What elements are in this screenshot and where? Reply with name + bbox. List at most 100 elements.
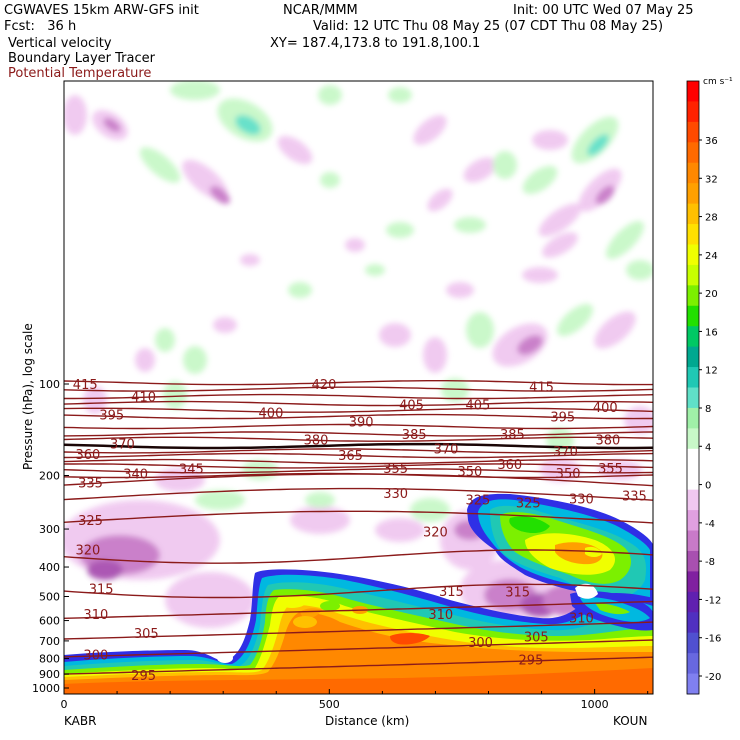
isentrope-label: 340 [123,468,148,483]
isentrope-line [64,413,653,420]
isentrope-line [64,431,653,437]
colorbar-swatch [687,571,699,593]
isentrope-label: 320 [75,543,100,558]
y-tick-label: 400 [39,561,60,574]
valid-time: Valid: 12 UTC Thu 08 May 25 (07 CDT Thu … [313,19,664,34]
colorbar-swatch [687,121,699,143]
isentrope-line [64,448,653,454]
isentrope-label: 350 [458,465,483,480]
isentrope-label: 310 [569,611,594,626]
isentrope-label: 305 [524,630,549,645]
isentrope-label: 325 [78,514,103,529]
isentrope-label: 330 [569,492,594,507]
colorbar-swatch [687,142,699,164]
isentrope-line [64,621,653,640]
colorbar-unit: cm s⁻¹ [703,77,733,87]
isentrope-label: 295 [519,653,544,668]
isentrope-line [64,583,653,599]
isentrope-label: 310 [83,608,108,623]
isentrope-label: 405 [465,399,490,414]
colorbar-label: 28 [705,213,718,224]
colorbar-swatch [687,591,699,613]
colorbar-swatch [687,346,699,368]
colorbar-swatch [687,326,699,348]
isentrope-label: 395 [550,411,575,426]
x-tick-label: 0 [61,698,68,711]
isentrope-label: 305 [134,627,159,642]
isentrope-line [64,436,653,442]
isentrope-label: 380 [595,433,620,448]
init-time: Init: 00 UTC Wed 07 May 25 [513,3,694,18]
isentrope-label: 370 [434,443,459,458]
colorbar-swatch [687,469,699,491]
isentrope-label: 300 [468,636,493,651]
isentrope-label: 320 [423,526,448,541]
colorbar-swatch [687,101,699,123]
colorbar-swatch [687,653,699,675]
y-tick-label: 800 [39,653,60,666]
isentrope-label: 325 [465,494,490,509]
isentrope-label: 410 [131,391,156,406]
potential-temperature-contours: 415 410 420 415 395 400 405 405 395 400 390 385 385 3… [64,378,653,684]
colorbar-swatch [687,81,699,102]
colorbar-label: 12 [705,366,718,377]
isentrope-label: 315 [89,582,114,597]
model-title: CGWAVES 15km ARW-GFS init [4,3,199,18]
colorbar-label: -4 [705,519,715,530]
isentrope-label: 335 [78,477,103,492]
isentrope-label: 360 [75,448,100,463]
colorbar: 36 32 28 24 20 16 12 8 4 0 -4 -8 -12 -16 -20 cm s⁻¹ [686,77,733,695]
y-tick-label: 1000 [32,682,60,695]
colorbar-label: 20 [705,289,718,300]
isentrope-label: 325 [516,496,541,511]
isentrope-line [64,458,653,465]
y-tick-label: 700 [39,635,60,648]
isentrope-label: 405 [399,399,424,414]
isentrope-label: 390 [349,416,374,431]
isentrope-label: 395 [99,409,124,424]
colorbar-swatch [687,203,699,225]
isentrope-label: 355 [383,462,408,477]
isentrope-line [64,510,653,524]
isentrope-line [64,400,653,407]
x-axis-label: Distance (km) [325,714,409,728]
colorbar-label: 8 [705,404,711,415]
colorbar-swatch [687,224,699,245]
isentrope-label: 400 [593,401,618,416]
x-tick-label: 1000 [581,698,609,711]
isentrope-label: 315 [439,585,464,600]
y-tick-label: 900 [39,668,60,681]
colorbar-label: 24 [705,251,718,262]
colorbar-swatch [687,367,699,388]
isentrope-label: 355 [598,462,623,477]
isentrope-label: 295 [131,669,156,684]
left-endpoint-label: KABR [64,714,96,728]
cross-section-endpoints: XY= 187.4,173.8 to 191.8,100.1 [270,36,481,51]
colorbar-frame [686,80,700,695]
isentrope-line [64,423,653,430]
org-label: NCAR/MMM [283,3,358,18]
colorbar-swatch [687,550,699,572]
isentrope-line [64,463,653,469]
colorbar-label: 32 [705,174,718,185]
isentrope-label: 310 [428,608,453,623]
isentrope-label: 360 [497,458,522,473]
colorbar-label: -16 [705,634,721,645]
field-boundary-layer-tracer: Boundary Layer Tracer [8,51,155,66]
colorbar-swatch [687,428,699,450]
isentrope-label: 345 [179,463,204,478]
isentrope-line [64,442,653,450]
isentrope-label: 330 [383,487,408,502]
colorbar-swatch [687,510,699,532]
y-tick-label: 200 [39,470,60,483]
isentrope-line [64,549,653,564]
isentrope-label: 380 [304,433,329,448]
colorbar-swatch [687,673,699,695]
colorbar-label: 0 [705,481,711,492]
colorbar-swatch [687,183,699,205]
colorbar-label: -8 [705,557,715,568]
colorbar-swatch [687,632,699,654]
colorbar-swatch [687,162,699,184]
colorbar-swatch [687,264,699,286]
